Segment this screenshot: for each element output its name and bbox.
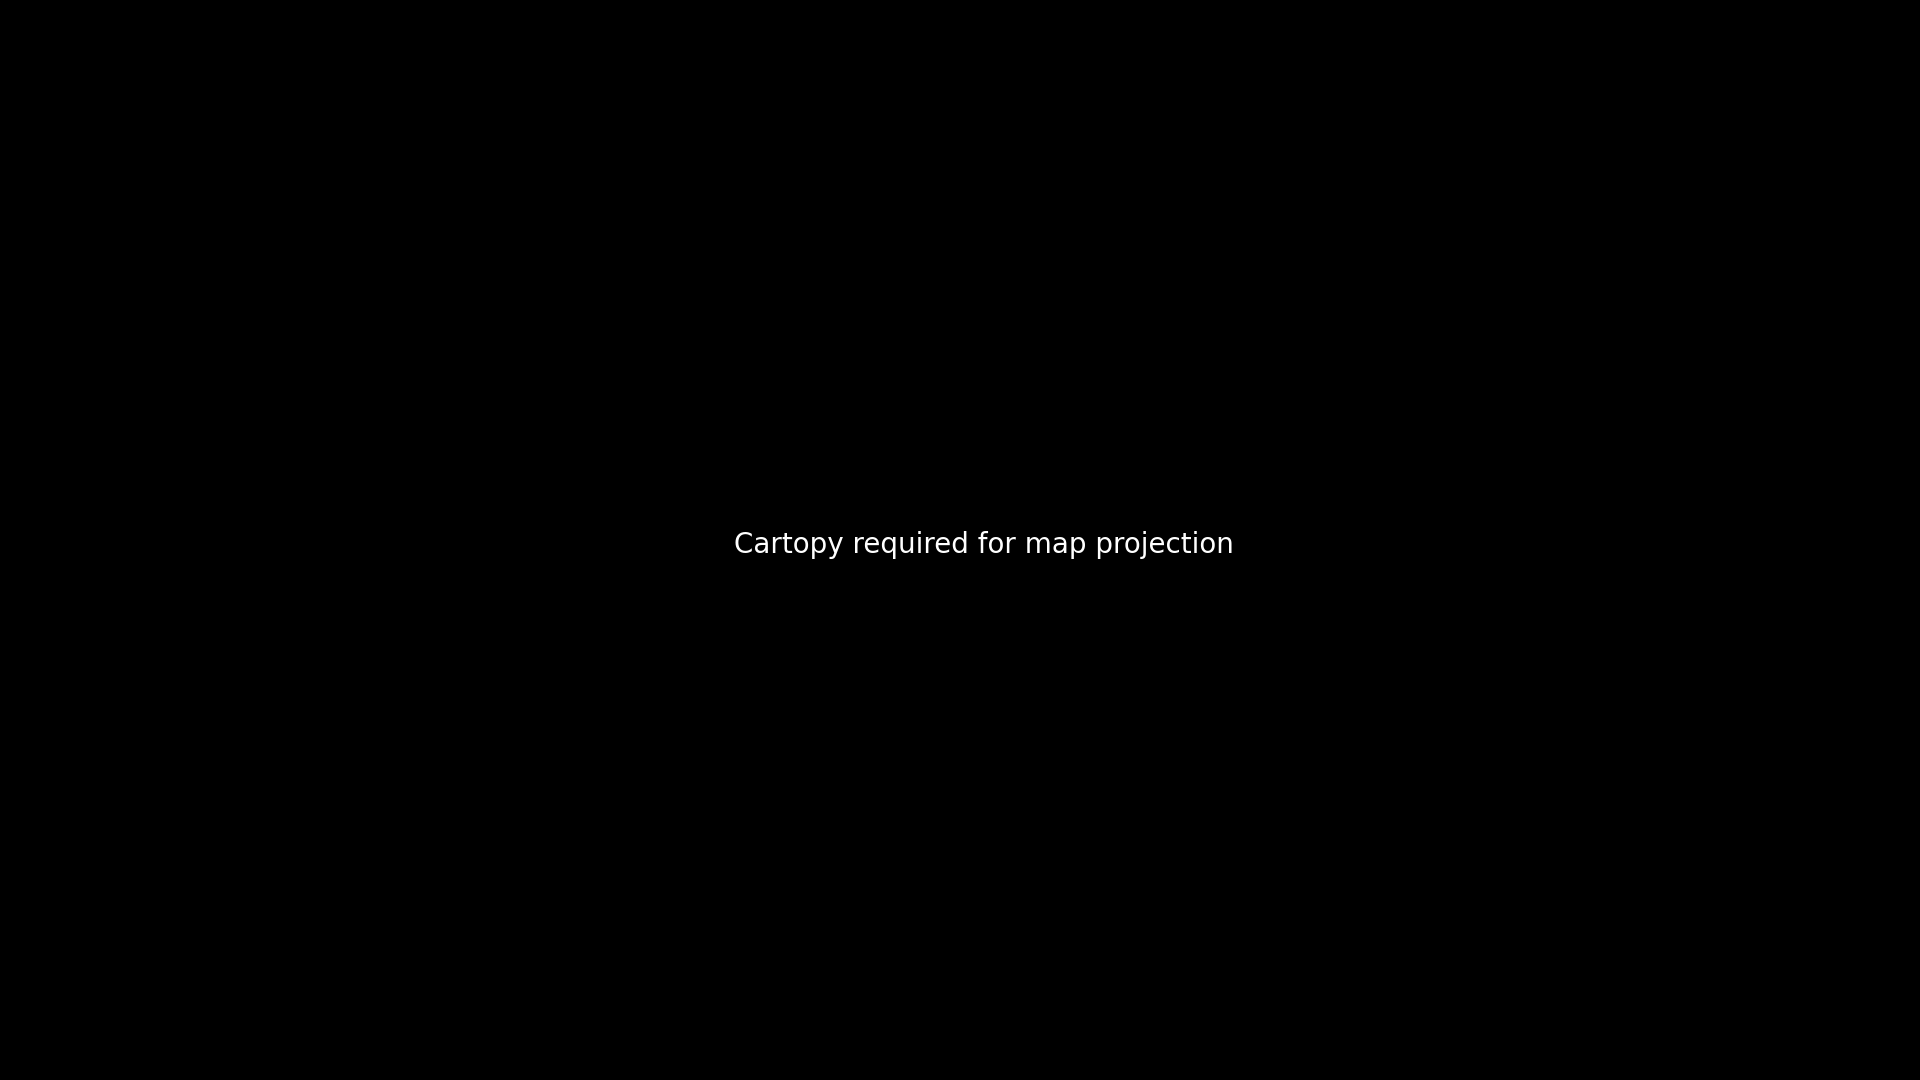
Text: Cartopy required for map projection: Cartopy required for map projection [733,531,1235,559]
